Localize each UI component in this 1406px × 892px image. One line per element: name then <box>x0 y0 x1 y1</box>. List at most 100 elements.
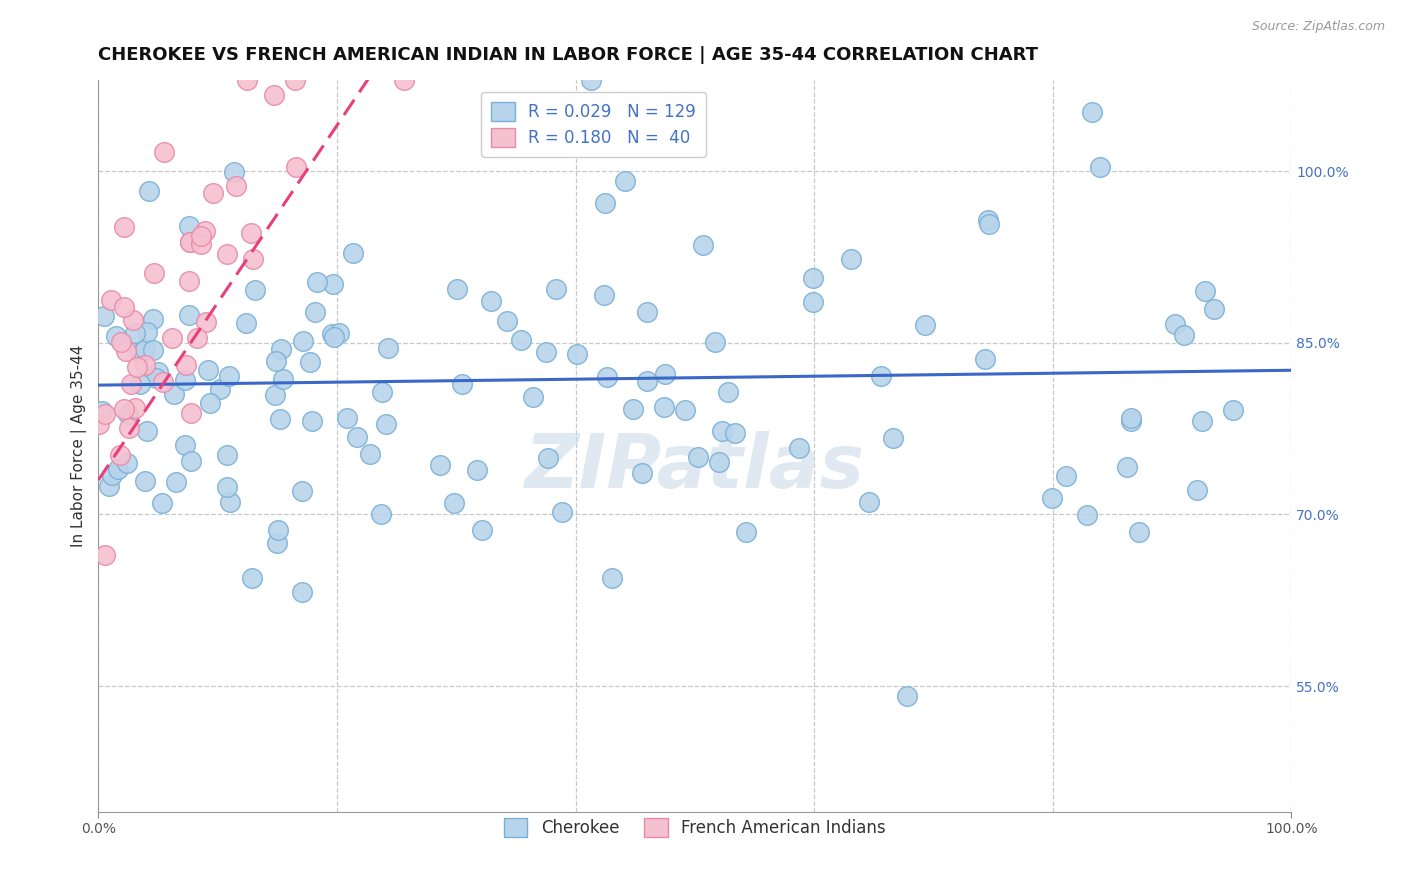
Point <box>180 406 202 420</box>
Point <box>97 479 120 493</box>
Point <box>104 329 127 343</box>
Point <box>264 387 287 401</box>
Point <box>801 270 824 285</box>
Point <box>509 333 531 347</box>
Point <box>152 375 174 389</box>
Point <box>266 536 288 550</box>
Point <box>551 504 574 518</box>
Point <box>217 480 239 494</box>
Point <box>291 483 314 498</box>
Point <box>224 164 246 178</box>
Point <box>134 358 156 372</box>
Point <box>180 454 202 468</box>
Point <box>138 185 160 199</box>
Point <box>675 403 697 417</box>
Point <box>593 196 616 211</box>
Point <box>613 174 636 188</box>
Point <box>218 494 240 508</box>
Point <box>174 438 197 452</box>
Point <box>631 466 654 480</box>
Point <box>190 237 212 252</box>
Point <box>100 293 122 308</box>
Point <box>145 371 167 385</box>
Point <box>136 425 159 439</box>
Point <box>1119 411 1142 425</box>
Point <box>735 525 758 540</box>
Point <box>215 246 238 260</box>
Point <box>346 430 368 444</box>
Point <box>536 344 558 359</box>
Point <box>801 295 824 310</box>
Point <box>298 355 321 369</box>
Point <box>359 447 381 461</box>
Point <box>1054 469 1077 483</box>
Point <box>190 229 212 244</box>
Point <box>270 342 292 356</box>
Point <box>91 404 114 418</box>
Point <box>94 549 117 563</box>
Point <box>198 396 221 410</box>
Point <box>110 335 132 350</box>
Point <box>707 455 730 469</box>
Point <box>160 331 183 345</box>
Point <box>1191 414 1213 428</box>
Point <box>197 363 219 377</box>
Point <box>636 374 658 388</box>
Point <box>107 462 129 476</box>
Point <box>1080 104 1102 119</box>
Point <box>914 318 936 332</box>
Point <box>565 347 588 361</box>
Point <box>496 314 519 328</box>
Point <box>479 294 502 309</box>
Point <box>654 367 676 381</box>
Point <box>129 346 152 360</box>
Point <box>291 334 314 348</box>
Point <box>195 315 218 329</box>
Point <box>194 224 217 238</box>
Point <box>284 161 307 175</box>
Point <box>114 300 136 314</box>
Point <box>977 218 1000 232</box>
Point <box>146 365 169 379</box>
Point <box>142 343 165 357</box>
Point <box>600 570 623 584</box>
Point <box>240 226 263 240</box>
Point <box>471 524 494 538</box>
Point <box>710 424 733 438</box>
Point <box>336 411 359 425</box>
Point <box>93 407 115 421</box>
Point <box>235 316 257 330</box>
Point <box>215 448 238 462</box>
Point <box>1128 524 1150 539</box>
Point <box>342 245 364 260</box>
Point <box>225 179 247 194</box>
Point <box>108 448 131 462</box>
Point <box>174 373 197 387</box>
Point <box>703 334 725 349</box>
Point <box>522 390 544 404</box>
Point <box>117 456 139 470</box>
Point <box>266 354 288 368</box>
Point <box>136 325 159 339</box>
Point <box>117 407 139 421</box>
Point <box>593 288 616 302</box>
Point <box>114 343 136 358</box>
Point <box>654 400 676 414</box>
Point <box>127 359 149 374</box>
Point <box>717 384 740 399</box>
Point <box>328 326 350 340</box>
Point <box>1119 414 1142 428</box>
Point <box>142 311 165 326</box>
Point <box>118 421 141 435</box>
Point <box>240 571 263 585</box>
Point <box>392 72 415 87</box>
Point <box>163 386 186 401</box>
Point <box>1076 508 1098 523</box>
Point <box>165 475 187 489</box>
Point <box>266 523 288 537</box>
Point <box>87 417 110 431</box>
Point <box>134 475 156 489</box>
Point <box>370 508 392 522</box>
Point <box>1204 301 1226 316</box>
Point <box>896 689 918 703</box>
